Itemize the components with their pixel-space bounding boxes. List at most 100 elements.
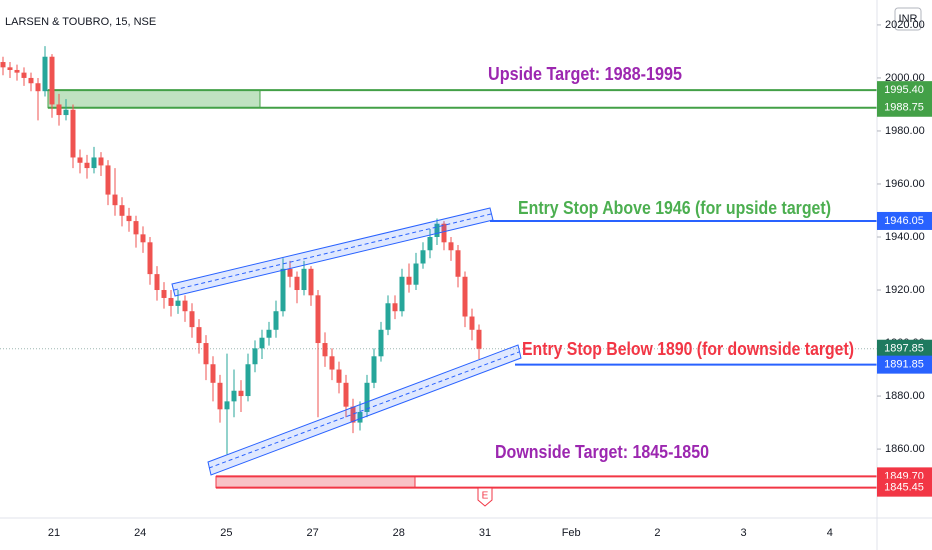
candle-body [91,157,97,169]
candle-body [147,242,153,275]
candle-body [427,236,433,251]
y-tick-label: 1980.00 [885,125,925,137]
candle-body [28,77,34,84]
candle-body [182,300,188,312]
x-tick-label: Feb [562,527,581,539]
candle-body [399,276,405,312]
price-label-box [877,98,932,117]
price-label-box [877,211,932,230]
candle-body [189,311,195,328]
y-tick-label: 1960.00 [885,178,925,190]
price-label-box [877,81,932,100]
candle-body [357,411,363,423]
y-tick-label: 1880.00 [885,390,925,402]
candle-body [448,242,454,251]
candle-body [336,369,342,383]
candle-body [105,165,111,195]
y-tick-label: 2020.00 [885,19,925,31]
candle-body [413,263,419,285]
candle-body [224,401,230,410]
price-label: 1891.85 [884,359,924,371]
candle-body [252,348,258,365]
candle-body [49,56,55,105]
candle-body [42,56,48,92]
candle-body [63,109,69,116]
currency-box[interactable] [894,7,922,31]
candle-body [77,157,83,163]
candle-body [462,276,468,317]
y-tick-label: 1860.00 [885,443,925,455]
candle-body [168,297,174,306]
candle-body [420,250,426,264]
candle-body [385,303,391,330]
candle-body [371,356,377,383]
x-tick-label: 24 [134,527,146,539]
annotation: Upside Target: 1988-1995 [488,64,682,84]
candle-body [245,364,251,397]
candle-body [56,104,62,116]
candle-body [273,311,279,330]
candle-body [406,276,412,285]
candle-body [378,329,384,357]
candle-body [217,382,223,410]
candle-body [133,221,139,235]
x-tick-label: 3 [741,527,747,539]
candle-body [287,268,293,277]
candle-body [203,343,209,365]
candles [0,46,482,455]
earnings-flag[interactable] [477,487,493,507]
price-label: 1988.75 [884,102,924,114]
lower-channel-mid [208,351,520,469]
candle-body [294,276,300,291]
x-tick-label: 31 [479,527,491,539]
candle-body [322,343,328,357]
candle-body [266,329,272,338]
candle-body [70,109,76,158]
x-tick-label: 25 [220,527,232,539]
plot [0,46,877,489]
candle-body [126,215,132,222]
price-label: 1946.05 [884,215,924,227]
candle-body [350,406,356,423]
currency[interactable]: INR [899,13,918,25]
candle-body [21,72,27,78]
upper-channel-mid [173,213,492,291]
y-tick-label: 1920.00 [885,284,925,296]
y-tick-label: 2000.00 [885,72,925,84]
candle-body [315,295,321,344]
candle-body [175,300,181,306]
price-label-box [877,478,932,497]
x-tick-label: 2 [654,527,660,539]
x-tick-label: 28 [393,527,405,539]
candle-body [210,364,216,383]
candle-body [0,62,6,68]
target-zone [47,89,261,109]
candle-body [35,83,41,92]
candle-body [329,356,335,370]
candle-body [238,390,244,397]
candle-body [280,268,286,312]
candle-body [112,194,118,206]
lower-channel [207,344,522,476]
candle-body [301,268,307,291]
x-tick-label: 21 [48,527,60,539]
candle-body [119,205,125,216]
candle-body [434,223,440,237]
price-label: 1995.40 [884,84,924,96]
x-tick-label: 4 [827,527,833,539]
candle-body [455,250,461,277]
annotation: Entry Stop Below 1890 (for downside targ… [522,339,854,359]
candle-body [231,390,237,402]
channels [171,207,522,476]
annotation: Entry Stop Above 1946 (for upside target… [518,198,831,218]
chart-title: LARSEN & TOUBRO, 15, NSE [5,16,156,28]
candle-body [469,316,475,330]
y-tick-label: 1940.00 [885,231,925,243]
candle-body [364,382,370,412]
candle-body [84,162,90,169]
candle-body [476,329,482,349]
earnings-label[interactable]: E [482,491,489,502]
target-zone [215,475,416,489]
candle-body [343,382,349,407]
